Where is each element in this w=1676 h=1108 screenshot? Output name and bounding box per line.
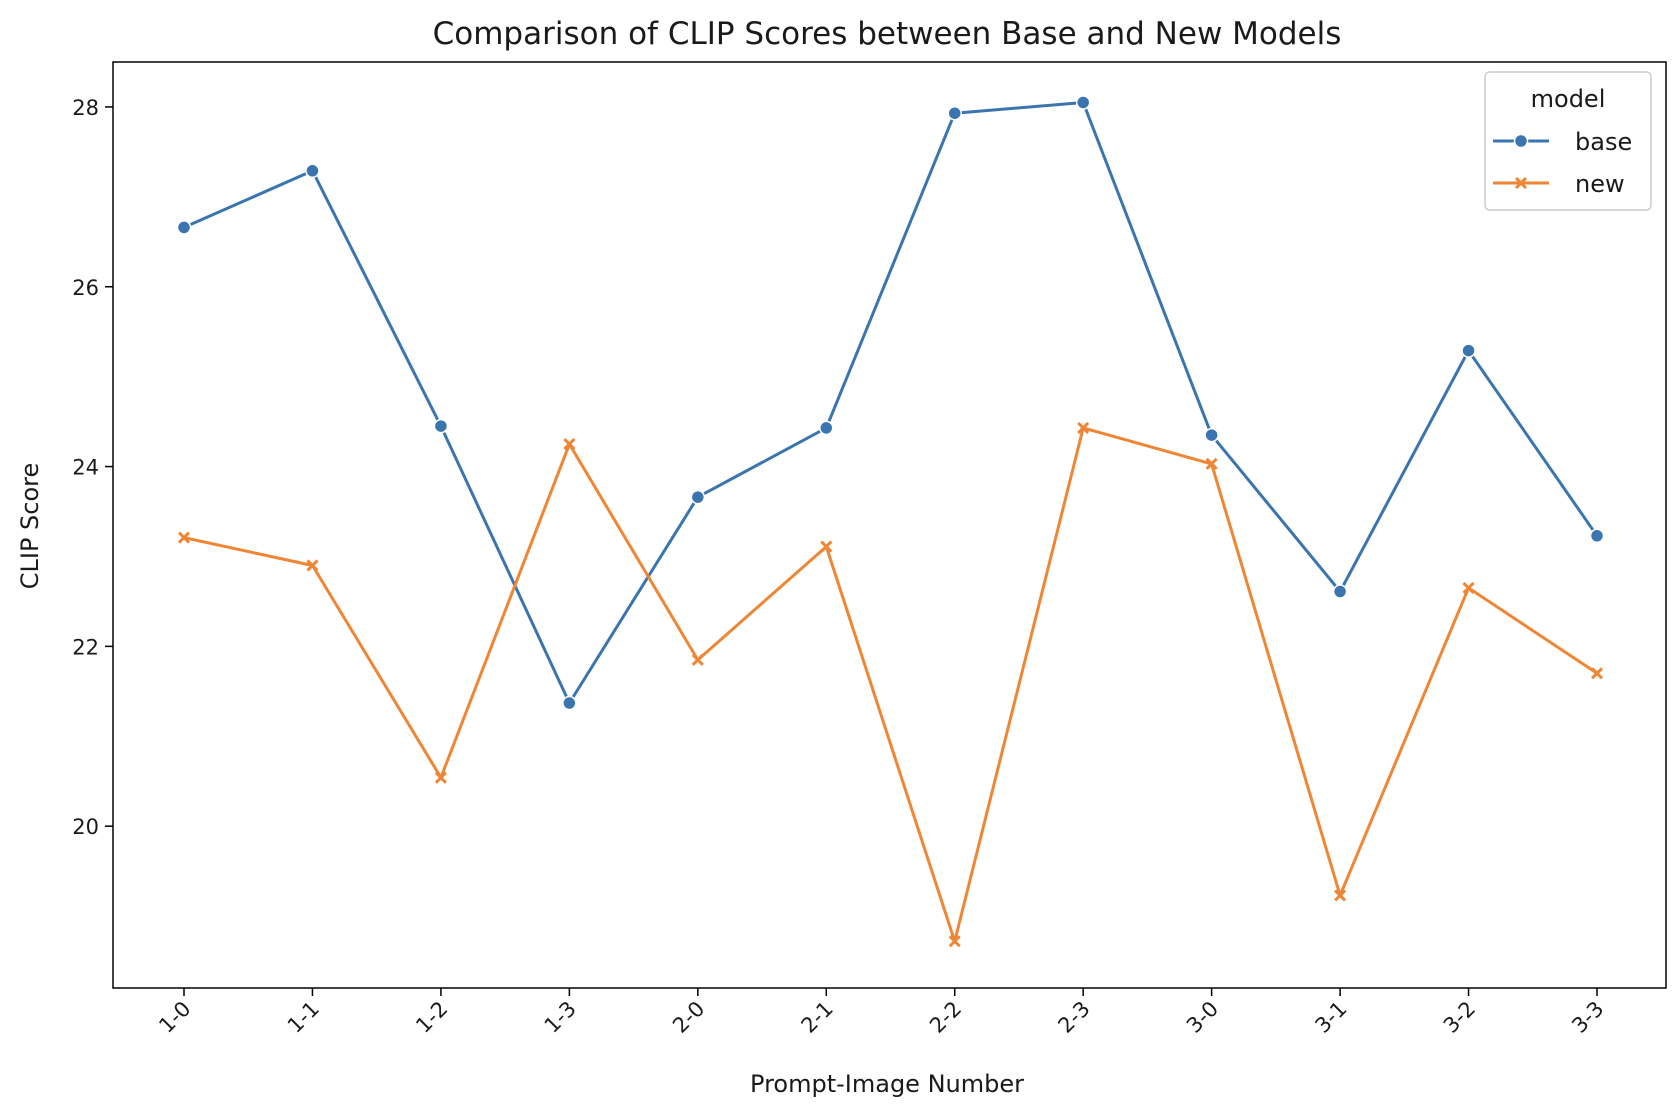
point-new-3-0 xyxy=(1205,457,1218,470)
point-base-3-2 xyxy=(1461,343,1476,358)
legend-item-base: base xyxy=(1493,128,1632,156)
point-new-2-1 xyxy=(820,540,833,553)
point-new-3-3 xyxy=(1590,667,1604,680)
point-base-2-3 xyxy=(1075,95,1091,110)
point-new-2-2 xyxy=(948,935,961,948)
point-new-1-1 xyxy=(306,559,319,572)
point-new-3-2 xyxy=(1462,581,1475,594)
point-base-1-0 xyxy=(176,220,192,235)
y-tick-label: 20 xyxy=(72,815,99,839)
y-tick-label: 28 xyxy=(72,96,99,120)
axes: 20 22 24 26 28 1-0 1-1 1-2 1-3 2-0 2-1 2-2 2-3 3-0 3-1… xyxy=(72,61,1667,1038)
x-tick-label: 1-0 xyxy=(154,997,195,1038)
chart-title: Comparison of CLIP Scores between Base a… xyxy=(433,16,1342,52)
x-tick-label: 2-0 xyxy=(668,997,709,1038)
point-new-2-3 xyxy=(1077,421,1090,434)
y-axis-label: CLIP Score xyxy=(16,463,44,590)
legend-marker-base xyxy=(1513,133,1529,149)
point-base-1-3 xyxy=(562,695,577,711)
x-axis-label: Prompt-Image Number xyxy=(750,1070,1024,1098)
point-new-1-3 xyxy=(563,438,576,451)
series-line-base xyxy=(183,101,1599,705)
point-base-1-2 xyxy=(433,418,449,434)
x-tick-label: 1-1 xyxy=(283,997,324,1038)
point-base-1-1 xyxy=(305,163,320,179)
legend: model base new xyxy=(1484,71,1652,211)
point-new-1-2 xyxy=(434,771,447,784)
legend-item-new: new xyxy=(1493,170,1625,198)
legend-label-base: base xyxy=(1575,128,1632,156)
x-tick-label: 2-1 xyxy=(797,997,838,1038)
legend-box xyxy=(1484,71,1652,211)
x-tick-label: 3-1 xyxy=(1310,997,1351,1038)
x-tick-label: 2-2 xyxy=(925,997,966,1038)
x-tick-label: 1-2 xyxy=(411,997,452,1038)
y-tick-label: 22 xyxy=(72,635,99,659)
x-tick-label: 1-3 xyxy=(540,997,581,1038)
plot-area xyxy=(176,95,1605,948)
x-tick-label: 3-2 xyxy=(1439,997,1480,1038)
x-tick-label: 2-3 xyxy=(1053,997,1094,1038)
point-base-2-1 xyxy=(819,420,834,436)
point-new-2-0 xyxy=(691,653,704,666)
point-new-1-0 xyxy=(177,531,191,544)
point-base-2-2 xyxy=(947,105,962,121)
y-tick-label: 24 xyxy=(72,456,99,480)
legend-title: model xyxy=(1531,85,1606,113)
legend-label-new: new xyxy=(1575,170,1625,198)
point-base-2-0 xyxy=(690,489,706,505)
point-base-3-3 xyxy=(1589,528,1605,544)
point-new-3-1 xyxy=(1334,889,1347,902)
legend-marker-new xyxy=(1514,176,1528,190)
x-tick-label: 3-0 xyxy=(1182,997,1223,1038)
y-tick-label: 26 xyxy=(72,276,99,300)
plot-frame xyxy=(112,61,1667,989)
series-line-new xyxy=(183,426,1598,943)
point-base-3-0 xyxy=(1204,427,1219,443)
x-tick-label: 3-3 xyxy=(1567,997,1608,1038)
point-base-3-1 xyxy=(1332,584,1348,599)
